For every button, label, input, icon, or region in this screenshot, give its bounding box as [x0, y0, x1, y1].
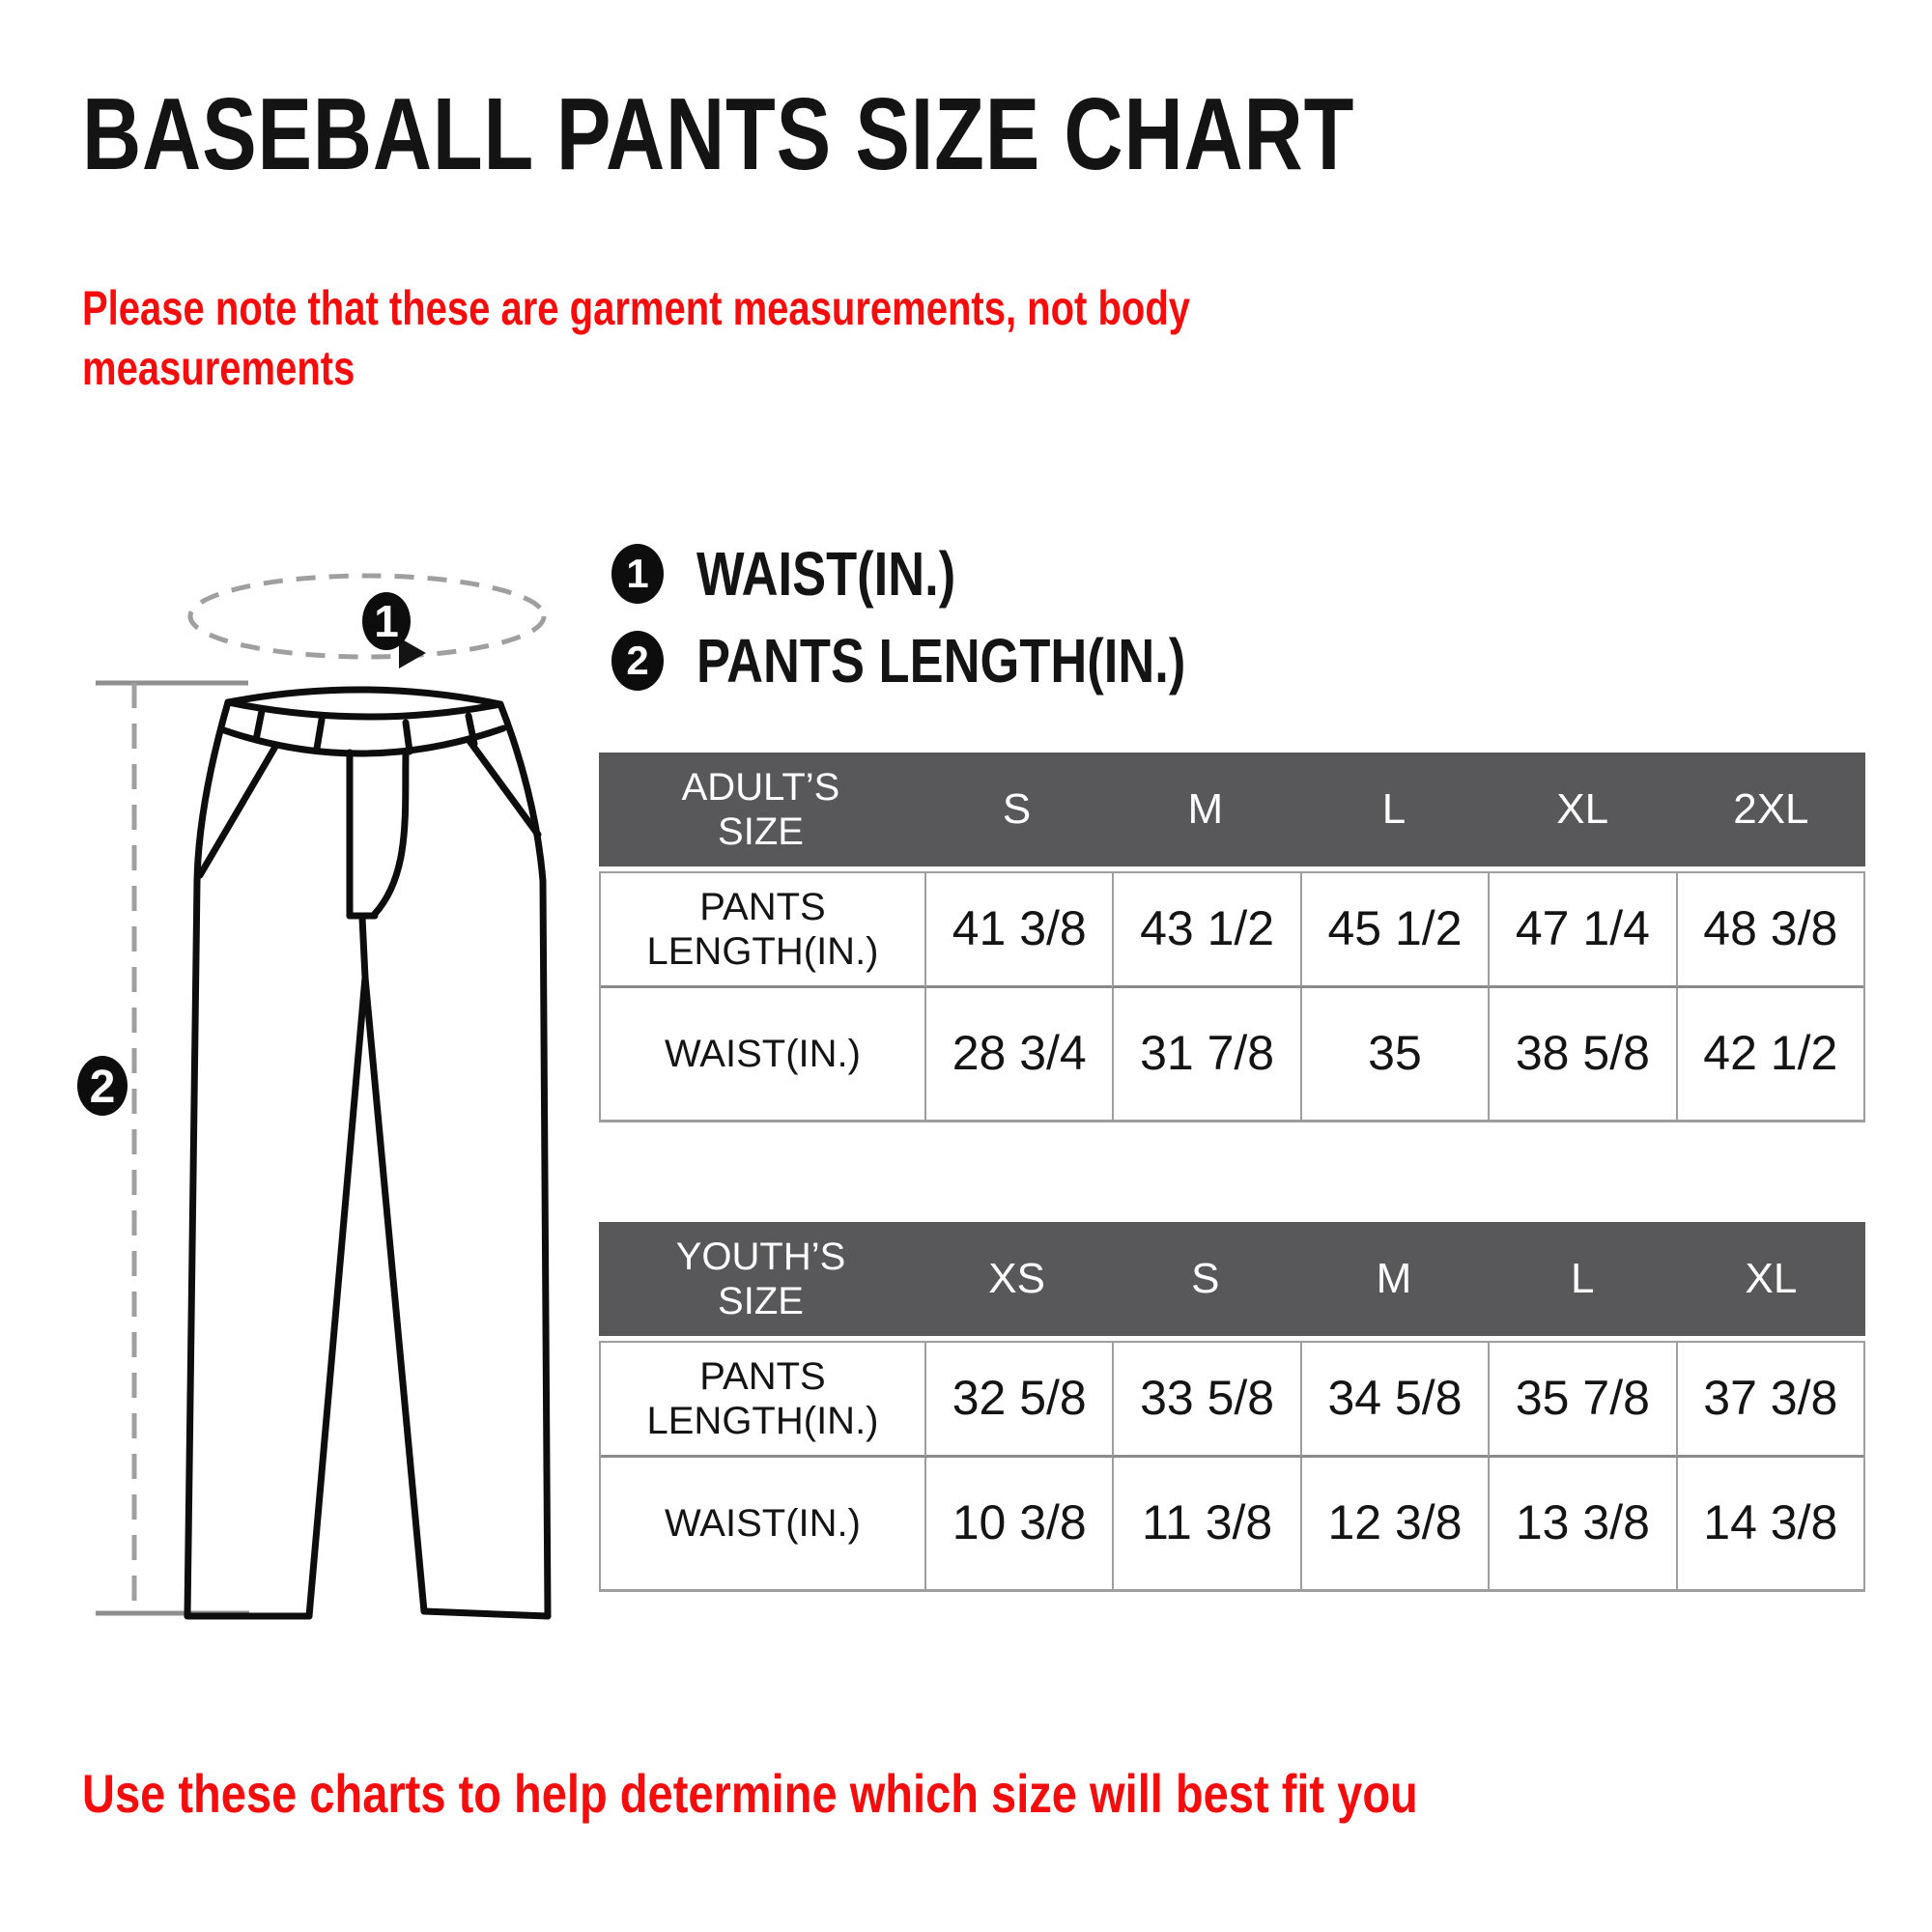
right-pocket-line [466, 737, 542, 838]
table-cell: 33 5/8 [1112, 1343, 1300, 1458]
table-cell: 10 3/8 [924, 1458, 1112, 1589]
right-inner-seam [361, 974, 428, 1615]
legend-marker-1-icon: 1 [611, 544, 664, 604]
left-pocket-line [196, 743, 279, 879]
fly-right-curve [371, 751, 410, 918]
legend-label-waist: WAIST(IN.) [696, 539, 956, 609]
table-cell: 13 3/8 [1488, 1458, 1675, 1589]
youth-row-label-pants-length: PANTS LENGTH(IN.) [601, 1343, 924, 1458]
table-cell: 34 5/8 [1299, 1343, 1489, 1458]
pants-measurement-diagram: 1 2 [77, 573, 552, 1620]
youth-col-m: M [1376, 1254, 1412, 1302]
waistband-bottom-edge [220, 724, 507, 757]
youth-table-header: YOUTH’S SIZE XS S M L XL [599, 1222, 1865, 1336]
adult-col-xl: XL [1556, 784, 1609, 833]
belt-loop [465, 712, 478, 748]
adult-col-l: L [1381, 784, 1406, 833]
waist-rim-bottom [224, 698, 504, 721]
youth-row-label-waist: WAIST(IN.) [665, 1502, 861, 1545]
table-cell: 28 3/4 [924, 988, 1112, 1120]
table-cell: 14 3/8 [1675, 1458, 1863, 1589]
adult-col-2xl: 2XL [1733, 784, 1809, 833]
footer-note-text: Use these charts to help determine which… [82, 1763, 1418, 1824]
legend-marker-2-icon: 2 [611, 631, 664, 691]
marker-2-badge: 2 [77, 1056, 128, 1116]
table-cell: 35 [1299, 988, 1488, 1120]
adult-table-body: PANTS LENGTH(IN.) 41 3/8 43 1/2 45 1/2 4… [599, 871, 1865, 1122]
footer-note: Use these charts to help determine which… [82, 1764, 1672, 1824]
table-cell: 12 3/8 [1299, 1458, 1488, 1589]
waist-arrowhead-icon [399, 638, 426, 668]
adult-row-label-pants-length: PANTS LENGTH(IN.) [601, 873, 924, 988]
adult-col-s: S [1002, 784, 1032, 833]
table-cell: 35 7/8 [1488, 1343, 1676, 1458]
marker-1-badge: 1 [362, 592, 411, 650]
page-title: BASEBALL PANTS SIZE CHART [82, 77, 1672, 191]
marker-1-number: 1 [374, 596, 399, 646]
adult-row-label-waist: WAIST(IN.) [665, 1033, 861, 1075]
garment-measurement-note: Please note that these are garment measu… [82, 278, 1467, 398]
crotch-seam [358, 914, 369, 981]
waist-ellipse-dashed [187, 573, 547, 660]
table-cell: 32 5/8 [924, 1343, 1113, 1458]
left-outer-seam [184, 698, 232, 1620]
youth-col-xl: XL [1745, 1254, 1798, 1302]
belt-loop [313, 716, 326, 753]
table-cell: 45 1/2 [1299, 873, 1489, 988]
garment-measurement-note-text: Please note that these are garment measu… [82, 281, 1191, 395]
adult-table-header: ADULT’S SIZE S M L XL 2XL [599, 753, 1865, 867]
youth-col-xs: XS [988, 1254, 1045, 1302]
table-cell: 48 3/8 [1675, 873, 1863, 988]
waist-rim-top [224, 686, 504, 708]
youth-col-l: L [1570, 1254, 1595, 1302]
belt-loop [252, 707, 266, 744]
right-outer-seam [497, 700, 552, 1620]
youth-table-body: PANTS LENGTH(IN.) 32 5/8 33 5/8 34 5/8 3… [599, 1341, 1865, 1592]
table-cell: 41 3/8 [924, 873, 1113, 988]
table-cell: 31 7/8 [1112, 988, 1299, 1120]
page-title-text: BASEBALL PANTS SIZE CHART [82, 77, 1355, 191]
table-cell: 43 1/2 [1112, 873, 1300, 988]
pants-outline [184, 686, 552, 1620]
youth-size-table: YOUTH’S SIZE XS S M L XL PANTS LENGTH(IN… [599, 1222, 1865, 1592]
table-cell: 37 3/8 [1675, 1343, 1863, 1458]
belt-loop [402, 719, 413, 755]
table-cell: 42 1/2 [1675, 988, 1863, 1120]
adult-col-m: M [1187, 784, 1224, 833]
table-cell: 38 5/8 [1488, 988, 1675, 1120]
adult-size-table: ADULT’S SIZE S M L XL 2XL PANTS LENGTH(I… [599, 753, 1865, 1122]
legend-item-pants-length: 2 PANTS LENGTH(IN.) [611, 626, 1293, 696]
right-hem [420, 1607, 552, 1620]
youth-table-title: YOUTH’S SIZE [675, 1236, 846, 1322]
adult-table-title: ADULT’S SIZE [681, 766, 840, 853]
legend-label-pants-length: PANTS LENGTH(IN.) [696, 626, 1186, 696]
marker-2-number: 2 [90, 1062, 116, 1113]
table-cell: 47 1/4 [1488, 873, 1676, 988]
legend-item-waist: 1 WAIST(IN.) [611, 539, 1012, 609]
youth-col-s: S [1191, 1254, 1220, 1302]
table-cell: 11 3/8 [1112, 1458, 1299, 1589]
left-inner-seam [305, 974, 369, 1620]
